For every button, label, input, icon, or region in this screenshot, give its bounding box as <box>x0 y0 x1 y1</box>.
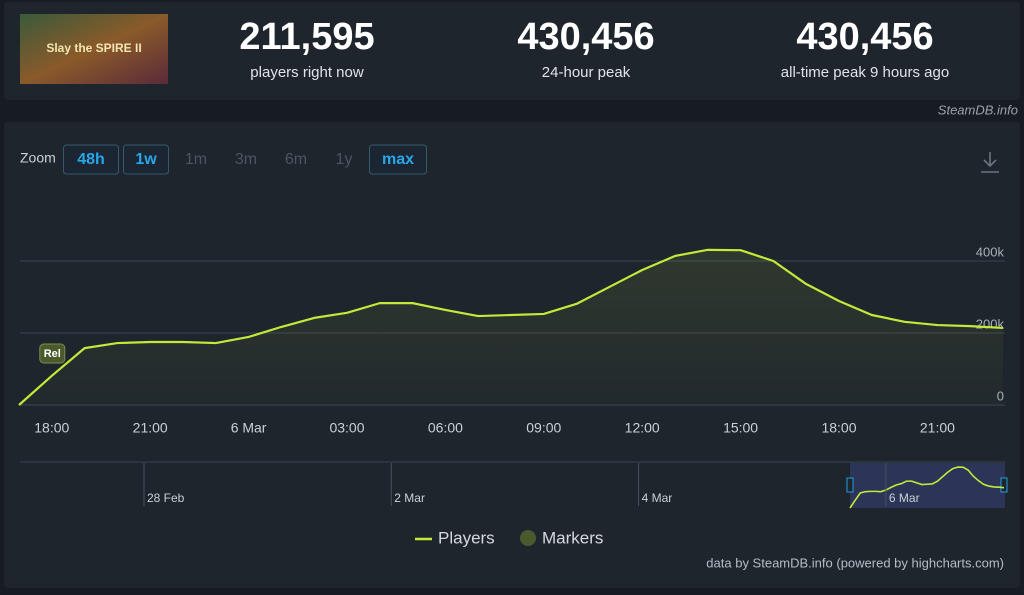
stat-label: all-time peak 9 hours ago <box>781 64 949 81</box>
navigator-handle[interactable] <box>846 477 854 493</box>
release-marker[interactable] <box>39 343 66 364</box>
navigator-label: 6 Mar <box>889 491 920 505</box>
navigator-handle[interactable] <box>1000 477 1008 493</box>
credits: data by SteamDB.info (powered by highcha… <box>706 555 1004 570</box>
navigator-window[interactable] <box>850 463 1005 508</box>
x-tick-label: 03:00 <box>329 420 364 436</box>
header-panel <box>4 2 1020 100</box>
x-tick-label: 18:00 <box>34 420 69 436</box>
download-icon[interactable] <box>981 152 999 173</box>
game-thumbnail <box>20 14 168 84</box>
legend-marker[interactable] <box>520 530 536 546</box>
legend-label[interactable]: Markers <box>542 528 603 547</box>
zoom-button-label[interactable]: 48h <box>77 151 105 168</box>
x-tick-label: 6 Mar <box>231 420 267 436</box>
release-marker-label[interactable]: Rel <box>44 348 61 360</box>
stat-value: 430,456 <box>517 16 654 58</box>
zoom-button-label[interactable]: 6m <box>285 151 307 168</box>
navigator-line <box>849 466 1005 509</box>
y-tick-label: 400k <box>976 244 1005 259</box>
zoom-button-label[interactable]: 1y <box>336 151 353 168</box>
zoom-button-label[interactable]: 3m <box>235 151 257 168</box>
thumbnail-text: Slay the SPIRE II <box>46 41 141 55</box>
zoom-button-label[interactable]: 1w <box>135 151 157 168</box>
stat-label: players right now <box>250 64 364 81</box>
x-tick-label: 09:00 <box>526 420 561 436</box>
stat-label: 24-hour peak <box>542 64 631 81</box>
x-tick-label: 06:00 <box>428 420 463 436</box>
zoom-button-label[interactable]: max <box>382 151 414 168</box>
stat-value: 211,595 <box>239 16 374 58</box>
legend-label[interactable]: Players <box>438 528 495 547</box>
x-tick-label: 15:00 <box>723 420 758 436</box>
navigator-label: 2 Mar <box>394 491 425 505</box>
stat-value: 430,456 <box>796 16 933 58</box>
x-tick-label: 12:00 <box>625 420 660 436</box>
series-line <box>18 248 1004 406</box>
source: SteamDB.info <box>938 102 1018 117</box>
zoom-button[interactable] <box>123 144 169 175</box>
zoom-button-label[interactable]: 1m <box>185 151 207 168</box>
x-tick-label: 18:00 <box>821 420 856 436</box>
x-tick-label: 21:00 <box>920 420 955 436</box>
navigator-label: 4 Mar <box>642 491 673 505</box>
zoom-label: Zoom <box>20 150 56 166</box>
zoom-button[interactable] <box>369 144 427 175</box>
navigator-label: 28 Feb <box>147 491 185 505</box>
zoom-button[interactable] <box>63 144 119 175</box>
series-area <box>19 249 1003 405</box>
x-tick-label: 21:00 <box>133 420 168 436</box>
